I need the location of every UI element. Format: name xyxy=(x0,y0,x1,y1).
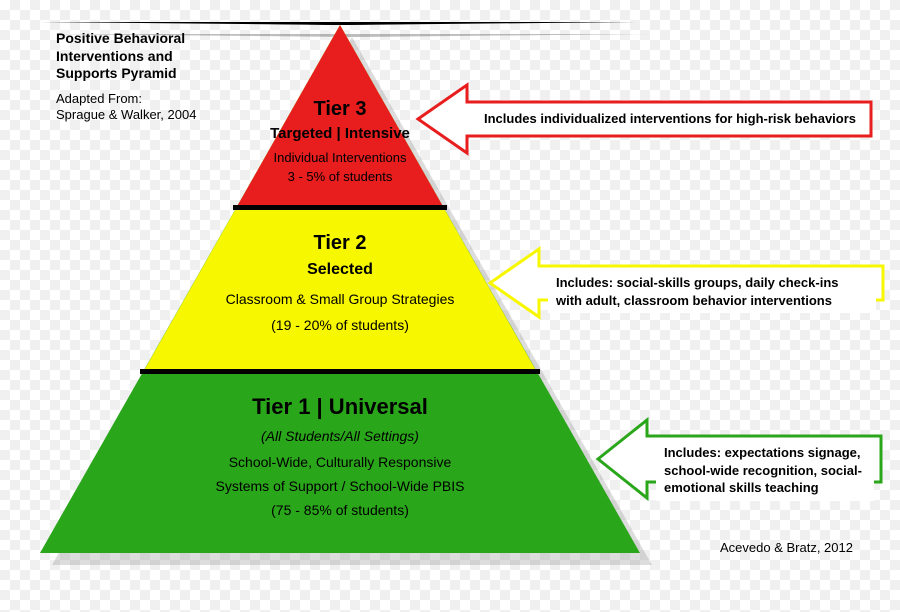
tier3-line1: Individual Interventions xyxy=(240,150,440,165)
tier1-line1: School-Wide, Culturally Responsive xyxy=(140,454,540,470)
callout-tier2: Includes: social-skills groups, daily ch… xyxy=(490,248,890,320)
tier3-title: Tier 3 xyxy=(240,98,440,121)
tier2-line2: (19 - 20% of students) xyxy=(180,317,500,333)
tier1-title: Tier 1 | Universal xyxy=(140,394,540,420)
tier2-text: Tier 2 Selected Classroom & Small Group … xyxy=(180,232,500,333)
tier2-subtitle: Selected xyxy=(180,261,500,279)
callout3-text: Includes individualized interventions fo… xyxy=(476,106,864,132)
divider-bottom xyxy=(140,369,540,374)
tier1-text: Tier 1 | Universal (All Students/All Set… xyxy=(140,394,540,518)
tier1-line3: (75 - 85% of students) xyxy=(140,502,540,518)
tier3-line2: 3 - 5% of students xyxy=(240,169,440,184)
tier3-text: Tier 3 Targeted | Intensive Individual I… xyxy=(240,98,440,184)
callout-tier1: Includes: expectations signage, school-w… xyxy=(598,415,888,505)
credit-text: Acevedo & Bratz, 2012 xyxy=(720,540,853,555)
tier2-line1: Classroom & Small Group Strategies xyxy=(180,291,500,307)
callout2-text: Includes: social-skills groups, daily ch… xyxy=(548,270,876,313)
tier1-subtitle: (All Students/All Settings) xyxy=(140,428,540,444)
callout-tier3: Includes individualized interventions fo… xyxy=(418,84,878,156)
callout1-text: Includes: expectations signage, school-w… xyxy=(656,440,874,501)
tier1-line2: Systems of Support / School-Wide PBIS xyxy=(140,478,540,494)
divider-top xyxy=(233,205,447,210)
tier3-subtitle: Targeted | Intensive xyxy=(240,125,440,142)
tier2-title: Tier 2 xyxy=(180,232,500,255)
